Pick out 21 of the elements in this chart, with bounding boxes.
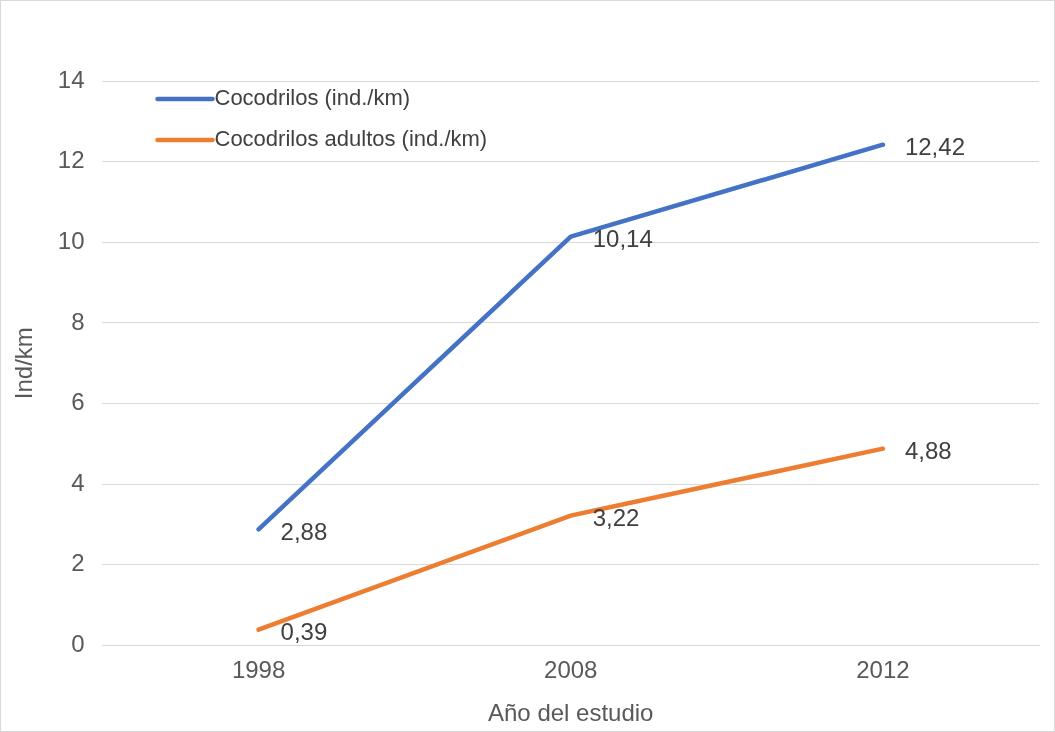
x-axis-title: Año del estudio [488, 699, 654, 727]
data-label: 10,14 [592, 225, 653, 253]
legend-label: Cocodrilos (ind./km) [214, 85, 411, 111]
x-tick-label: 2008 [544, 656, 598, 684]
data-label: 0,39 [280, 618, 328, 646]
y-axis-title: Ind/km [10, 327, 38, 400]
y-tick-label: 8 [71, 307, 85, 335]
y-tick-label: 2 [71, 549, 85, 577]
y-tick-label: 4 [71, 468, 85, 496]
y-tick-label: 0 [71, 630, 85, 658]
y-tick-label: 12 [57, 146, 85, 174]
data-label: 12,42 [904, 133, 965, 161]
data-label: 4,88 [904, 437, 952, 465]
legend-label: Cocodrilos adultos (ind./km) [214, 126, 488, 152]
x-tick-label: 1998 [231, 656, 286, 684]
data-label: 3,22 [592, 504, 640, 532]
x-tick-label: 2012 [856, 656, 910, 684]
y-tick-label: 10 [57, 226, 85, 254]
y-tick-label: 6 [71, 388, 85, 416]
data-label: 2,88 [280, 517, 328, 545]
y-tick-label: 14 [57, 65, 85, 93]
